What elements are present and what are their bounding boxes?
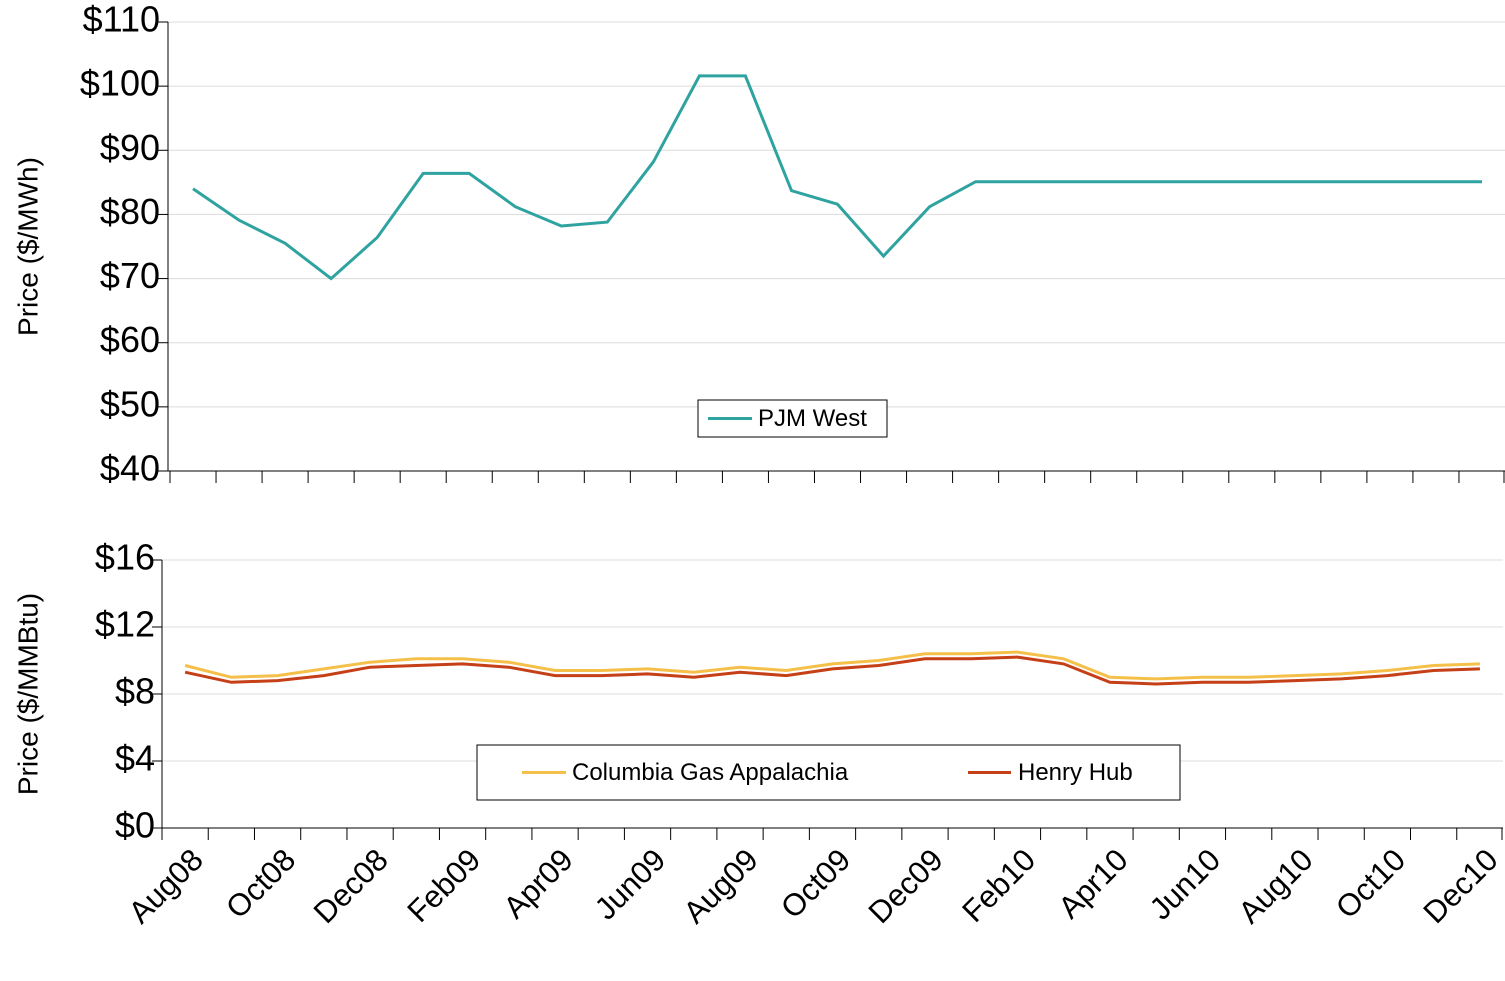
x-tick-label: Dec10 [1417,842,1505,930]
x-tick-label: Feb09 [400,842,487,929]
x-tick-label: Oct09 [774,842,857,925]
y-tick-label: $90 [100,127,160,168]
legend-label: Henry Hub [1018,759,1133,786]
line [184,655,1480,686]
x-tick-label: Apr10 [1051,842,1134,925]
y-tick-label: $80 [100,191,160,232]
x-tick-label: Dec08 [307,842,395,930]
legend-box [476,744,1181,801]
y-tick-label: $8 [115,671,155,712]
legend-label: Columbia Gas Appalachia [572,759,849,786]
y-tick-label: $16 [95,537,155,578]
y-tick-label: $100 [80,63,160,104]
line [184,650,1480,681]
y-axis-title: Price ($/MMBtu) [12,593,43,795]
y-tick-label: $12 [95,604,155,645]
y-axis-title: Price ($/MWh) [12,157,43,336]
y-tick-label: $110 [83,0,160,40]
y-tick-label: $70 [100,255,160,296]
x-tick-label: Dec09 [862,842,950,930]
x-tick-label: Aug09 [677,842,765,930]
y-tick-label: $0 [115,805,155,846]
x-tick-label: Jun09 [588,842,672,926]
line [192,74,1482,281]
y-tick-label: $4 [115,738,155,779]
x-tick-label: Aug08 [122,842,210,930]
x-tick-label: Apr09 [497,842,580,925]
x-tick-label: Oct08 [219,842,302,925]
legend-label: PJM West [758,405,867,432]
x-tick-label: Feb10 [955,842,1042,929]
x-tick-label: Aug10 [1232,842,1320,930]
y-tick-label: $60 [100,319,160,360]
x-tick-label: Oct10 [1329,842,1412,925]
x-tick-label: Jun10 [1143,842,1227,926]
y-tick-label: $40 [100,448,160,489]
y-tick-label: $50 [100,383,160,424]
